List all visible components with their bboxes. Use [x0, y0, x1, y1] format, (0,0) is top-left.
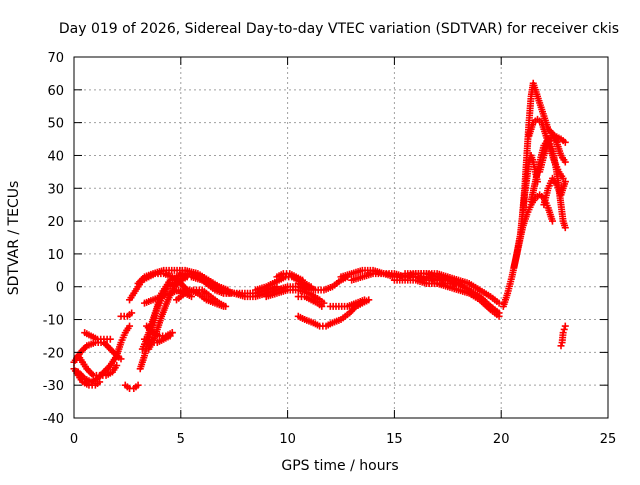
- series-arc-40: [540, 174, 569, 209]
- data-point: [106, 335, 114, 343]
- series-arc-12: [143, 322, 176, 340]
- series-arc-41: [557, 322, 569, 350]
- x-tick-label: 20: [493, 432, 510, 447]
- x-tick-label: 5: [177, 432, 185, 447]
- y-tick-label: 10: [47, 248, 64, 263]
- y-axis-label: SDTVAR / TECUs: [6, 181, 22, 296]
- series-arc-3: [70, 365, 104, 389]
- x-tick-label: 15: [386, 432, 403, 447]
- series-arc-23: [273, 270, 307, 284]
- data-point: [561, 138, 569, 146]
- y-tick-label: 60: [47, 84, 64, 99]
- data-point: [495, 312, 503, 320]
- y-tick-label: -20: [43, 346, 64, 361]
- series-arc-27: [326, 296, 368, 310]
- y-tick-label: 70: [47, 51, 64, 66]
- series-arc-33: [422, 279, 503, 320]
- series-arc-4: [74, 352, 121, 379]
- data-point: [561, 224, 569, 232]
- data-point: [360, 296, 368, 304]
- data-point: [128, 309, 136, 317]
- data-point: [113, 361, 121, 369]
- y-tick-label: 20: [47, 215, 64, 230]
- data-point: [557, 342, 565, 350]
- tick-labels: -40 -30 -20 -10 0 10 20 30 40 50 60 70 0 5 10 15 20 25: [43, 51, 617, 447]
- data-point: [96, 378, 104, 386]
- series-arc-6: [121, 381, 142, 392]
- series-arc-26: [294, 296, 373, 330]
- data-point: [117, 355, 125, 363]
- y-tick-label: 50: [47, 117, 64, 132]
- data-point: [318, 302, 326, 310]
- data-point: [559, 329, 567, 337]
- data-point: [561, 158, 569, 166]
- series-arc-5: [81, 329, 114, 343]
- x-axis-label: GPS time / hours: [281, 458, 398, 474]
- y-tick-label: -10: [43, 314, 64, 329]
- x-tick-label: 0: [70, 432, 78, 447]
- data-point: [495, 299, 503, 307]
- y-tick-label: 40: [47, 149, 64, 164]
- series-arc-18: [177, 286, 228, 310]
- data-point: [561, 322, 569, 330]
- y-tick-label: -30: [43, 379, 64, 394]
- data-points: [70, 79, 569, 392]
- series-arc-25: [294, 293, 326, 310]
- x-tick-label: 25: [600, 432, 617, 447]
- x-tick-label: 10: [279, 432, 296, 447]
- y-tick-label: -40: [43, 412, 64, 427]
- data-point: [548, 217, 556, 225]
- y-tick-label: 30: [47, 182, 64, 197]
- series-arc-35: [510, 191, 556, 271]
- plot-frame: [73, 56, 609, 419]
- data-point: [134, 381, 142, 389]
- data-point: [560, 325, 568, 333]
- series-arc-39: [536, 132, 569, 176]
- y-tick-label: 0: [56, 281, 64, 296]
- data-point: [168, 329, 176, 337]
- data-point: [561, 178, 569, 186]
- series-arc-7: [117, 309, 136, 320]
- axis-ticks: [73, 56, 609, 419]
- data-point: [126, 322, 134, 330]
- data-point: [220, 302, 228, 310]
- chart-title: Day 019 of 2026, Sidereal Day-to-day VTE…: [59, 21, 619, 37]
